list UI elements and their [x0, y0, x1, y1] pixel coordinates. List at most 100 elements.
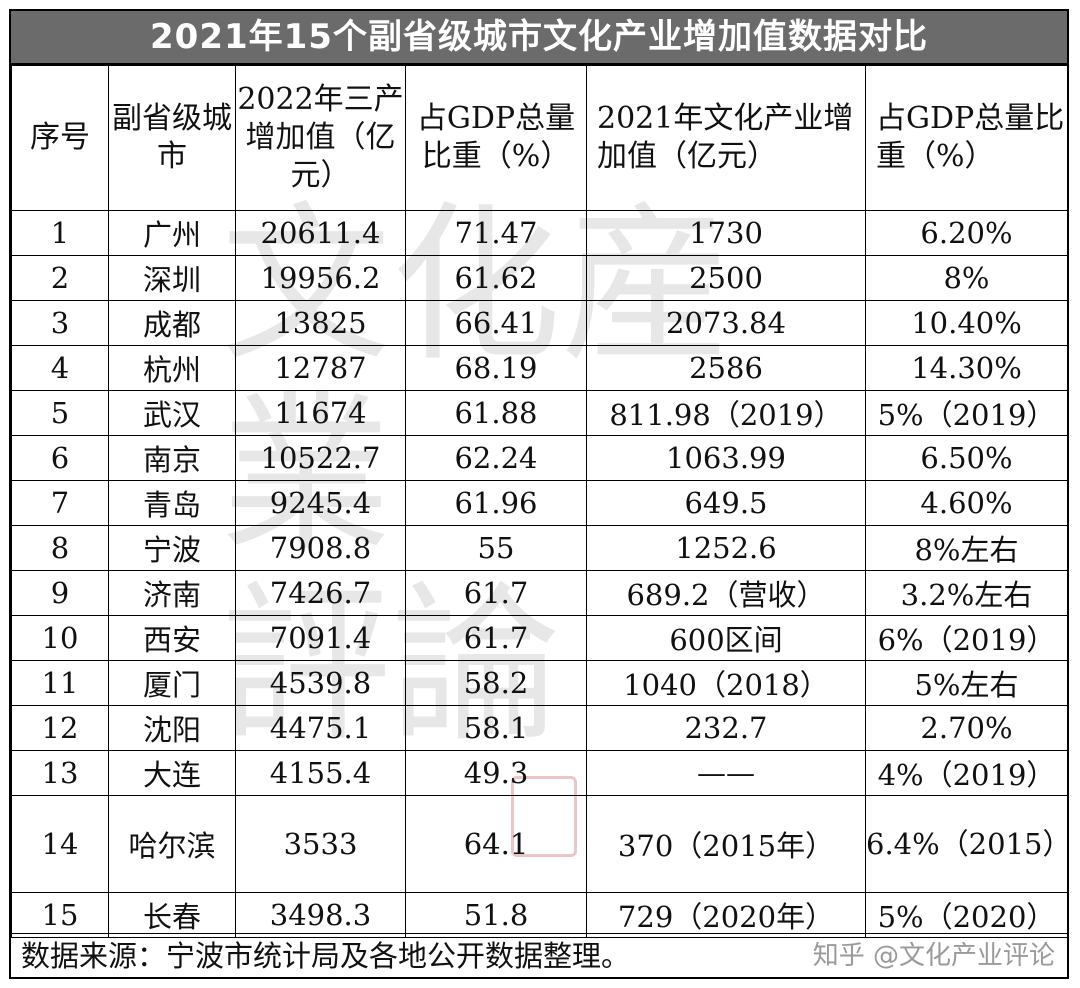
cell-culture-share: 6.4%（2015）: [865, 795, 1068, 893]
cell-tertiary-share: 68.19: [405, 345, 587, 391]
cell-culture-share: 4.60%: [865, 480, 1068, 526]
cell-index: 8: [11, 525, 109, 571]
cell-city: 哈尔滨: [108, 795, 236, 893]
table-body: 1 广州 20611.4 71.47 1730 6.20% 2 深圳 19956.2 61.62 2…: [11, 210, 1068, 938]
cell-index: 7: [11, 480, 109, 526]
cell-index: 10: [11, 615, 109, 661]
cell-tertiary-share: 58.1: [405, 705, 587, 751]
cell-city: 西安: [108, 615, 236, 661]
cell-tertiary-share: 61.88: [405, 390, 587, 436]
cell-culture-share: 6.50%: [865, 435, 1068, 481]
cell-tertiary-value: 7426.7: [235, 570, 406, 616]
cell-city: 杭州: [108, 345, 236, 391]
cell-city: 长春: [108, 892, 236, 938]
cell-tertiary-share: 61.7: [405, 570, 587, 616]
data-table-sheet: 2021年15个副省级城市文化产业增加值数据对比 文化産業 評論 序号 副省级城市…: [9, 9, 1069, 979]
cell-tertiary-share: 64.1: [405, 795, 587, 893]
cell-culture-share: 2.70%: [865, 705, 1068, 751]
cell-index: 11: [11, 660, 109, 706]
cell-culture-share: 6.20%: [865, 210, 1068, 256]
cell-tertiary-share: 62.24: [405, 435, 587, 481]
cell-culture-value: 1252.6: [586, 525, 866, 571]
cell-culture-share: 4%（2019）: [865, 750, 1068, 796]
cell-tertiary-value: 13825: [235, 300, 406, 346]
cell-tertiary-share: 55: [405, 525, 587, 571]
cell-city: 青岛: [108, 480, 236, 526]
table-row: 14 哈尔滨 3533 64.1 370（2015年） 6.4%（2015）: [11, 795, 1068, 893]
cell-index: 9: [11, 570, 109, 616]
header-culture-share: 占GDP总量比重（%）: [865, 65, 1068, 211]
cell-culture-share: 5%（2020）: [865, 892, 1068, 938]
cell-tertiary-value: 19956.2: [235, 255, 406, 301]
table-footer: 数据来源：宁波市统计局及各地公开数据整理。 知乎 @文化产业评论: [11, 933, 1067, 977]
cell-city: 沈阳: [108, 705, 236, 751]
cell-tertiary-value: 4155.4: [235, 750, 406, 796]
cell-index: 5: [11, 390, 109, 436]
cell-culture-value: 2500: [586, 255, 866, 301]
cell-culture-value: 600区间: [586, 615, 866, 661]
table-row: 3 成都 13825 66.41 2073.84 10.40%: [11, 300, 1068, 346]
cell-tertiary-value: 7908.8: [235, 525, 406, 571]
cell-culture-share: 14.30%: [865, 345, 1068, 391]
cell-culture-value: ——: [586, 750, 866, 796]
cell-culture-value: 2073.84: [586, 300, 866, 346]
cell-culture-value: 1730: [586, 210, 866, 256]
cell-city: 成都: [108, 300, 236, 346]
cell-tertiary-value: 10522.7: [235, 435, 406, 481]
table-row: 15 长春 3498.3 51.8 729（2020年） 5%（2020）: [11, 892, 1068, 938]
table-row: 12 沈阳 4475.1 58.1 232.7 2.70%: [11, 705, 1068, 751]
cell-tertiary-value: 9245.4: [235, 480, 406, 526]
header-tertiary-value: 2022年三产增加值（亿元）: [235, 65, 406, 211]
cell-culture-value: 729（2020年）: [586, 892, 866, 938]
cell-tertiary-value: 12787: [235, 345, 406, 391]
cell-tertiary-value: 3498.3: [235, 892, 406, 938]
header-row: 序号 副省级城市 2022年三产增加值（亿元） 占GDP总量比重（%） 2021…: [11, 65, 1068, 211]
table-title: 2021年15个副省级城市文化产业增加值数据对比: [11, 11, 1067, 65]
cell-city: 济南: [108, 570, 236, 616]
table-row: 1 广州 20611.4 71.47 1730 6.20%: [11, 210, 1068, 256]
cell-index: 12: [11, 705, 109, 751]
data-source-note: 数据来源：宁波市统计局及各地公开数据整理。: [21, 939, 631, 973]
cell-index: 1: [11, 210, 109, 256]
cell-tertiary-share: 61.7: [405, 615, 587, 661]
cell-tertiary-share: 66.41: [405, 300, 587, 346]
cell-index: 15: [11, 892, 109, 938]
cell-culture-share: 8%左右: [865, 525, 1068, 571]
cell-tertiary-share: 49.3: [405, 750, 587, 796]
cell-culture-value: 689.2（营收）: [586, 570, 866, 616]
cell-culture-value: 1040（2018）: [586, 660, 866, 706]
cell-culture-share: 8%: [865, 255, 1068, 301]
zhihu-watermark: 知乎 @文化产业评论: [812, 941, 1055, 971]
cell-index: 3: [11, 300, 109, 346]
cell-city: 武汉: [108, 390, 236, 436]
cell-tertiary-value: 3533: [235, 795, 406, 893]
header-city: 副省级城市: [108, 65, 236, 211]
table-row: 4 杭州 12787 68.19 2586 14.30%: [11, 345, 1068, 391]
cell-tertiary-share: 61.96: [405, 480, 587, 526]
table-row: 9 济南 7426.7 61.7 689.2（营收） 3.2%左右: [11, 570, 1068, 616]
cell-culture-value: 2586: [586, 345, 866, 391]
cell-culture-value: 370（2015年）: [586, 795, 866, 893]
cell-city: 深圳: [108, 255, 236, 301]
cell-tertiary-value: 7091.4: [235, 615, 406, 661]
cell-tertiary-share: 61.62: [405, 255, 587, 301]
cell-culture-share: 5%（2019）: [865, 390, 1068, 436]
comparison-table: 序号 副省级城市 2022年三产增加值（亿元） 占GDP总量比重（%） 2021…: [11, 65, 1068, 938]
cell-culture-share: 5%左右: [865, 660, 1068, 706]
cell-tertiary-value: 20611.4: [235, 210, 406, 256]
cell-city: 宁波: [108, 525, 236, 571]
header-index: 序号: [11, 65, 109, 211]
cell-tertiary-value: 4539.8: [235, 660, 406, 706]
cell-index: 14: [11, 795, 109, 893]
cell-culture-value: 232.7: [586, 705, 866, 751]
cell-city: 大连: [108, 750, 236, 796]
table-row: 6 南京 10522.7 62.24 1063.99 6.50%: [11, 435, 1068, 481]
cell-culture-value: 1063.99: [586, 435, 866, 481]
table-row: 11 厦门 4539.8 58.2 1040（2018） 5%左右: [11, 660, 1068, 706]
cell-index: 2: [11, 255, 109, 301]
table-row: 8 宁波 7908.8 55 1252.6 8%左右: [11, 525, 1068, 571]
cell-city: 南京: [108, 435, 236, 481]
cell-index: 6: [11, 435, 109, 481]
cell-culture-value: 811.98（2019）: [586, 390, 866, 436]
cell-index: 4: [11, 345, 109, 391]
